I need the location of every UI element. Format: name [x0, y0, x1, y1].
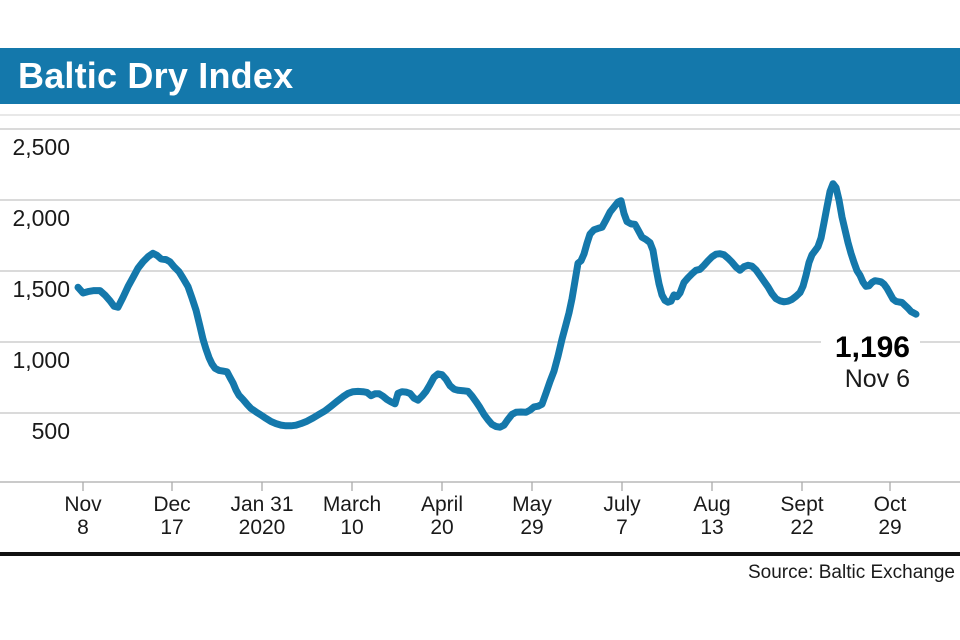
- y-tick-label-500: 500: [31, 418, 70, 444]
- latest-value: 1,196: [834, 331, 910, 364]
- latest-value-annotation: 1,196 Nov 6: [820, 331, 920, 397]
- y-tick-label-1000: 1,000: [12, 347, 70, 373]
- source-attribution: Source: Baltic Exchange: [747, 562, 955, 583]
- chart-title: Baltic Dry Index: [18, 55, 294, 96]
- y-tick-label-1500: 1,500: [12, 276, 70, 302]
- x-tick-label-dec: Dec 17: [153, 493, 191, 539]
- x-tick-label-april: April 20: [420, 493, 463, 539]
- x-tick-label-sept: Sept 22: [780, 493, 824, 539]
- x-tick-label-july: July 7: [603, 493, 641, 539]
- x-tick-label-may: May 29: [512, 493, 552, 539]
- y-tick-label-2500: 2,500: [12, 134, 70, 160]
- x-tick-label-nov: Nov 8: [64, 493, 102, 539]
- bottom-divider-rule: [0, 552, 960, 556]
- latest-value-date: Nov 6: [844, 365, 910, 393]
- x-tick-label-jan-31: Jan 31 2020: [230, 493, 294, 539]
- y-tick-label-2000: 2,000: [12, 205, 70, 231]
- bdi-series-line: [74, 180, 920, 431]
- x-tick-label-march: March 10: [322, 493, 382, 539]
- chart-title-bar: Baltic Dry Index: [0, 48, 960, 104]
- x-tick-label-aug: Aug 13: [693, 493, 731, 539]
- x-tick-label-oct: Oct 29: [873, 493, 907, 539]
